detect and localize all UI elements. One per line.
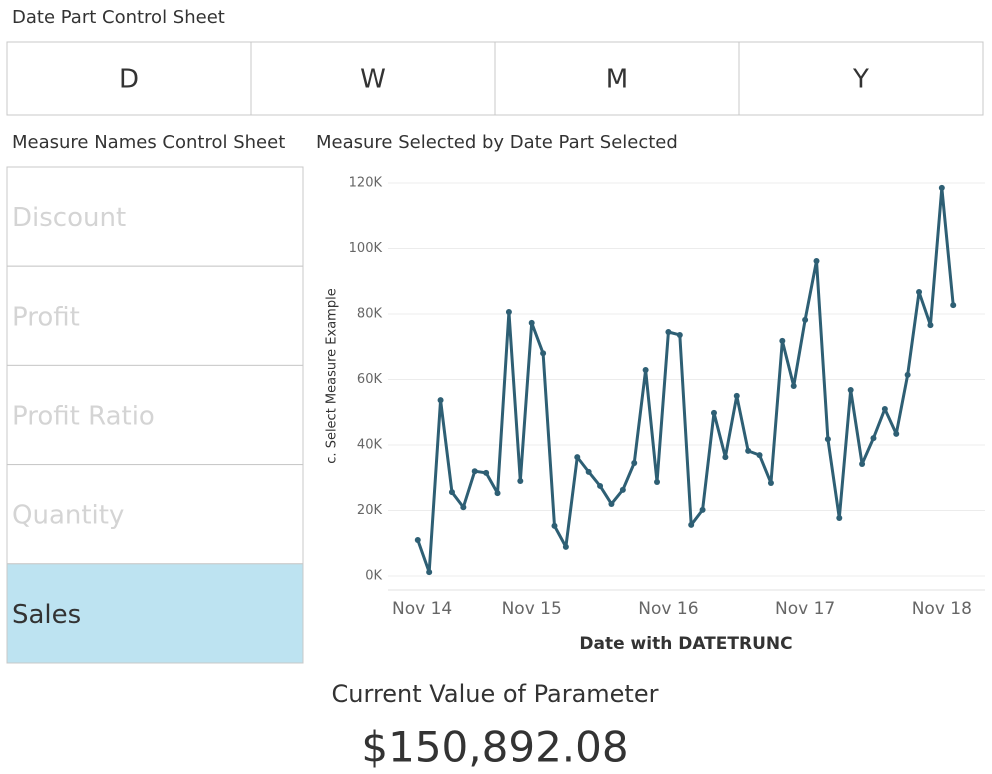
data-point bbox=[847, 386, 854, 393]
data-point bbox=[938, 184, 945, 191]
y-tick-label: 40K bbox=[357, 438, 383, 453]
data-point bbox=[631, 460, 638, 467]
y-tick-label: 120K bbox=[349, 176, 383, 191]
date-part-label[interactable]: D bbox=[119, 65, 139, 95]
data-point bbox=[528, 319, 535, 326]
data-point bbox=[494, 490, 501, 497]
data-point bbox=[802, 316, 809, 323]
series-line bbox=[416, 186, 955, 574]
date-part-button[interactable] bbox=[738, 41, 984, 116]
y-tick-label: 60K bbox=[357, 372, 383, 387]
data-point bbox=[767, 479, 774, 486]
date-part-button[interactable] bbox=[494, 41, 740, 116]
data-point bbox=[699, 506, 706, 513]
date-part-label[interactable]: M bbox=[606, 65, 628, 95]
data-point bbox=[881, 405, 888, 412]
date-part-label[interactable]: Y bbox=[852, 65, 869, 95]
measure-item[interactable] bbox=[6, 364, 304, 466]
data-point bbox=[756, 452, 763, 459]
date-part-button[interactable] bbox=[250, 41, 496, 116]
data-point bbox=[608, 500, 615, 507]
data-point bbox=[540, 350, 547, 357]
data-point bbox=[597, 482, 604, 489]
measure-label[interactable]: Discount bbox=[12, 203, 126, 233]
y-tick-label: 0K bbox=[365, 569, 382, 584]
data-point bbox=[688, 521, 695, 528]
data-point bbox=[471, 468, 478, 475]
data-point bbox=[859, 460, 866, 467]
x-axis-title: Date with DATETRUNC bbox=[579, 634, 792, 654]
data-point bbox=[551, 522, 558, 529]
data-point bbox=[665, 329, 672, 336]
data-point bbox=[836, 515, 843, 522]
date-part-label[interactable]: W bbox=[360, 65, 386, 95]
measure-label[interactable]: Profit bbox=[12, 302, 80, 332]
data-point bbox=[927, 322, 934, 329]
x-tick-label: Nov 18 bbox=[912, 599, 972, 619]
data-point bbox=[505, 309, 512, 316]
data-point bbox=[654, 479, 661, 486]
data-point bbox=[870, 435, 877, 442]
data-point bbox=[824, 436, 831, 443]
x-tick-label: Nov 17 bbox=[775, 599, 835, 619]
data-point bbox=[619, 486, 626, 493]
y-tick-label: 100K bbox=[349, 241, 383, 256]
data-point bbox=[916, 289, 923, 296]
y-tick-label: 80K bbox=[357, 307, 383, 322]
data-point bbox=[585, 468, 592, 475]
parameter-title: Current Value of Parameter bbox=[332, 680, 659, 708]
x-tick-label: Nov 15 bbox=[502, 599, 562, 619]
data-point bbox=[437, 397, 444, 404]
data-point bbox=[562, 543, 569, 550]
data-point bbox=[733, 392, 740, 399]
measure-label[interactable]: Sales bbox=[12, 600, 81, 630]
data-point bbox=[790, 383, 797, 390]
data-point bbox=[426, 569, 433, 576]
x-tick-label: Nov 14 bbox=[392, 599, 452, 619]
data-point bbox=[483, 469, 490, 476]
measure-item[interactable] bbox=[6, 265, 304, 366]
data-point bbox=[448, 489, 455, 496]
y-tick-label: 20K bbox=[357, 503, 383, 518]
data-point bbox=[779, 337, 786, 344]
measure-label[interactable]: Profit Ratio bbox=[12, 402, 155, 432]
data-point bbox=[642, 367, 649, 374]
section-title: Measure Names Control Sheet bbox=[12, 132, 285, 153]
measure-item[interactable] bbox=[6, 563, 304, 664]
data-point bbox=[745, 447, 752, 454]
section-title: Date Part Control Sheet bbox=[12, 7, 225, 28]
data-point bbox=[710, 409, 717, 416]
data-point bbox=[676, 331, 683, 338]
measure-label[interactable]: Quantity bbox=[12, 501, 124, 531]
y-axis-title: c. Select Measure Example bbox=[325, 288, 340, 463]
measure-item[interactable] bbox=[6, 166, 304, 267]
data-point bbox=[950, 302, 957, 309]
data-point bbox=[893, 430, 900, 437]
data-point bbox=[813, 257, 820, 264]
data-point bbox=[574, 454, 581, 461]
x-tick-label: Nov 16 bbox=[638, 599, 698, 619]
chart-title: Measure Selected by Date Part Selected bbox=[316, 132, 678, 153]
data-point bbox=[414, 536, 421, 543]
measure-item[interactable] bbox=[6, 464, 304, 565]
parameter-value: $150,892.08 bbox=[361, 723, 628, 772]
data-point bbox=[517, 478, 524, 485]
date-part-button[interactable] bbox=[6, 41, 252, 116]
data-point bbox=[460, 504, 467, 511]
data-point bbox=[722, 454, 729, 461]
data-point bbox=[904, 371, 911, 378]
